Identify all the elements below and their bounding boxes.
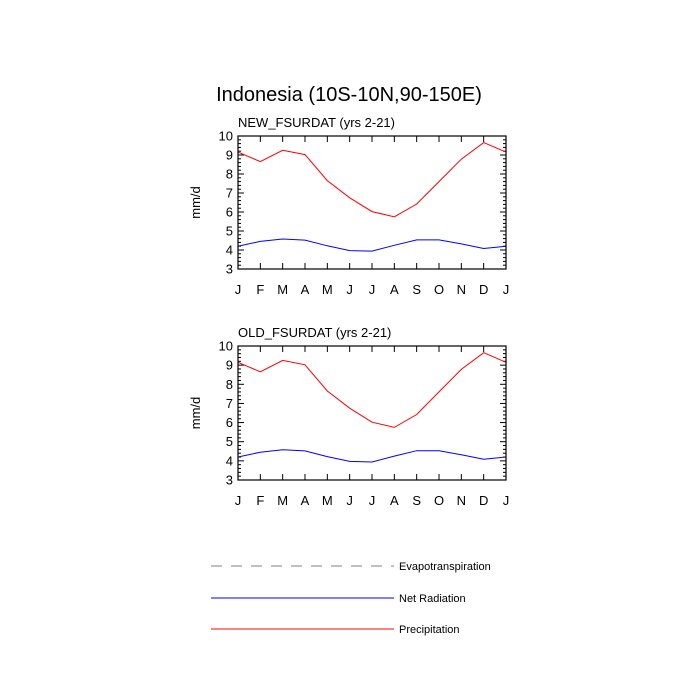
x-tick-label: M	[277, 493, 288, 508]
panel-title: NEW_FSURDAT (yrs 2-21)	[238, 115, 395, 130]
legend-item-evapotranspiration: Evapotranspiration	[211, 561, 491, 573]
legend-item-precipitation: Precipitation	[211, 624, 460, 636]
y-tick-label: 4	[226, 453, 233, 468]
x-tick-label: D	[479, 282, 488, 297]
x-tick-label: M	[277, 282, 288, 297]
y-tick-label: 3	[226, 473, 233, 488]
x-tick-label: J	[235, 282, 242, 297]
legend-item-net-radiation: Net Radiation	[211, 593, 466, 605]
legend-label: Precipitation	[399, 624, 460, 636]
y-tick-label: 10	[219, 339, 233, 354]
x-tick-label: M	[322, 282, 333, 297]
x-tick-label: O	[434, 493, 444, 508]
x-tick-label: J	[369, 282, 376, 297]
y-tick-label: 5	[226, 434, 233, 449]
series-line-precipitation	[237, 142, 507, 218]
y-tick-label: 6	[226, 205, 233, 220]
x-tick-label: N	[457, 282, 466, 297]
x-tick-label: D	[479, 493, 488, 508]
y-tick-label: 5	[226, 224, 233, 239]
x-tick-label: M	[322, 493, 333, 508]
x-tick-label: J	[346, 493, 353, 508]
x-tick-label: F	[256, 282, 264, 297]
legend-label: Net Radiation	[399, 593, 466, 605]
y-tick-label: 3	[226, 262, 233, 277]
plot-frame	[237, 345, 507, 481]
y-axis-label: mm/d	[188, 186, 203, 219]
legend-label: Evapotranspiration	[399, 561, 491, 573]
x-tick-label: J	[503, 493, 510, 508]
x-tick-label: S	[412, 282, 421, 297]
y-tick-label: 9	[226, 148, 233, 163]
y-tick-label: 8	[226, 377, 233, 392]
y-tick-label: 10	[219, 129, 233, 144]
plot-frame	[237, 135, 507, 270]
y-tick-label: 4	[226, 243, 233, 258]
x-tick-label: J	[369, 493, 376, 508]
y-tick-label: 7	[226, 186, 233, 201]
x-tick-label: O	[434, 282, 444, 297]
x-tick-label: J	[503, 282, 510, 297]
x-tick-label: A	[301, 493, 310, 508]
y-tick-label: 7	[226, 396, 233, 411]
x-tick-label: J	[235, 493, 242, 508]
x-tick-label: S	[412, 493, 421, 508]
x-tick-label: F	[256, 493, 264, 508]
chart-title: Indonesia (10S-10N,90-150E)	[216, 84, 482, 106]
y-tick-label: 6	[226, 415, 233, 430]
x-tick-label: A	[390, 282, 399, 297]
legend: Evapotranspiration Net Radiation Precipita…	[211, 561, 491, 636]
x-tick-label: A	[301, 282, 310, 297]
series-line-precipitation	[237, 352, 507, 428]
y-tick-label: 9	[226, 358, 233, 373]
panel-title: OLD_FSURDAT (yrs 2-21)	[238, 325, 391, 340]
y-tick-label: 8	[226, 167, 233, 182]
x-tick-label: J	[346, 282, 353, 297]
x-tick-label: N	[457, 493, 466, 508]
series-line-net-radiation	[237, 449, 507, 463]
y-axis-label: mm/d	[188, 397, 203, 430]
x-tick-label: A	[390, 493, 399, 508]
series-line-net-radiation	[237, 238, 507, 252]
